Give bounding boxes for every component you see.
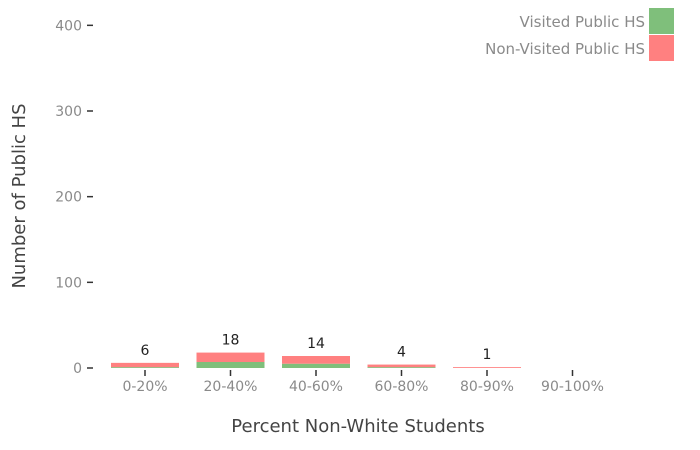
y-tick-label: 400 <box>55 18 82 34</box>
y-tick-label: 200 <box>55 190 82 206</box>
bar-visited <box>367 367 436 368</box>
x-axis: 0-20% 20-40% 40-60% 60-80% 80-90% 90-100% <box>122 370 604 395</box>
legend-label: Visited Public HS <box>520 13 645 31</box>
bar-visited <box>282 363 350 368</box>
bar-non-visited <box>111 362 179 368</box>
x-axis-title: Percent Non-White Students <box>231 416 484 437</box>
bar-non-visited <box>367 364 436 368</box>
legend-swatch <box>649 8 674 34</box>
x-tick-label: 80-90% <box>460 379 514 395</box>
y-tick-label: 300 <box>55 104 82 120</box>
legend-label: Non-Visited Public HS <box>485 40 645 58</box>
y-axis-title: Number of Public HS <box>9 103 30 288</box>
y-tick-label: 100 <box>55 275 82 291</box>
bar-total-label: 1 <box>483 347 492 363</box>
bar-non-visited <box>196 352 265 363</box>
bar-total-label: 6 <box>141 343 150 359</box>
bars <box>111 352 521 368</box>
bar-non-visited <box>453 367 521 368</box>
x-tick-label: 90-100% <box>541 379 604 395</box>
y-tick-label: 0 <box>73 361 82 377</box>
legend: Visited Public HS Non-Visited Public HS <box>485 8 674 61</box>
x-tick-label: 20-40% <box>204 379 258 395</box>
bar-visited <box>196 362 265 368</box>
data-labels: 6 18 14 4 1 <box>141 333 492 364</box>
bar-total-label: 14 <box>307 336 325 352</box>
bar-visited <box>111 367 179 368</box>
bar-non-visited <box>282 356 350 364</box>
x-tick-label: 60-80% <box>375 379 429 395</box>
legend-swatch <box>649 35 674 61</box>
bar-total-label: 18 <box>222 333 240 349</box>
bar-total-label: 4 <box>397 345 406 361</box>
x-tick-label: 40-60% <box>289 379 343 395</box>
x-tick-label: 0-20% <box>122 379 167 395</box>
y-axis: 0 100 200 300 400 <box>55 18 93 377</box>
